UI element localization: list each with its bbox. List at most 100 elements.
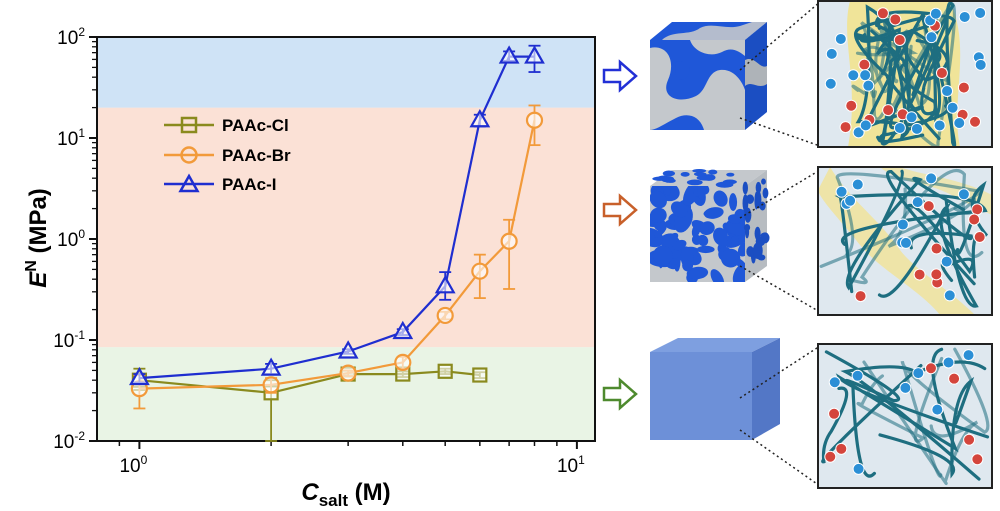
cation-icon [969, 115, 982, 128]
cation-icon [835, 442, 848, 455]
anion-icon [925, 31, 938, 44]
y-axis-title: EN (MPa) [23, 188, 52, 288]
cation-icon [922, 200, 935, 213]
cation-icon [935, 66, 948, 79]
y-tick-label: 10-2 [53, 429, 85, 453]
domain [696, 174, 714, 181]
domain [661, 186, 671, 196]
x-tick-label: 101 [557, 453, 585, 477]
anion-icon [953, 117, 966, 130]
series-layer [129, 44, 545, 442]
cation-icon [876, 7, 889, 20]
anion-icon [905, 111, 918, 124]
anion-icon [974, 6, 987, 19]
domain [752, 242, 763, 260]
anion-icon [835, 185, 848, 198]
x-axis: 100 101 [118, 441, 585, 477]
data-point [469, 108, 491, 128]
data-point [262, 376, 280, 394]
anion-icon [974, 58, 987, 71]
domain [697, 234, 709, 247]
panel-intermediate [818, 167, 992, 315]
domain [713, 190, 728, 207]
anion-icon [824, 77, 837, 90]
polymer-chain [900, 347, 990, 478]
polymer-chain [824, 350, 901, 478]
domain [760, 232, 769, 239]
domain [670, 201, 688, 218]
y-tick-label: 10-1 [53, 328, 85, 352]
anion-icon [941, 85, 954, 98]
polymer-chain [878, 376, 975, 479]
cation-icon [854, 290, 867, 303]
series-paac-br [130, 104, 544, 410]
data-point [498, 45, 520, 64]
cation-icon [973, 231, 986, 244]
arrow-icon-top [602, 59, 638, 93]
series-line [139, 55, 535, 380]
domain [650, 207, 667, 224]
y-tick-label: 100 [57, 227, 85, 251]
domain [762, 187, 769, 199]
cation-icon [828, 407, 841, 420]
anion-icon [946, 101, 959, 114]
data-point [472, 367, 488, 383]
domain [725, 222, 745, 236]
cation-icon [948, 372, 961, 385]
anion-icon [925, 172, 938, 185]
domain [715, 181, 734, 188]
cation-icon [963, 433, 976, 446]
anion-icon [957, 188, 970, 201]
legend-item-paac-i: PAAc-I [164, 173, 276, 194]
domain [696, 245, 715, 254]
legend: PAAc-Cl PAAc-Br PAAc-I [164, 116, 291, 194]
panel-dense [818, 1, 992, 147]
arrow-icon-bottom [602, 377, 638, 411]
cation-icon [971, 203, 984, 216]
data-point [434, 275, 456, 294]
domain [726, 172, 735, 177]
domain [759, 201, 766, 211]
data-point [339, 364, 357, 382]
leader-lines [739, 1, 821, 487]
anion-icon [899, 236, 912, 249]
domain [746, 194, 755, 204]
band-1 [97, 107, 595, 348]
domain [730, 235, 740, 246]
polymer-chain [845, 169, 966, 291]
cube-coarse-phase [650, 22, 767, 130]
anion-icon [931, 403, 944, 416]
domain [650, 190, 667, 209]
panel-dilute [818, 344, 992, 488]
domain [691, 222, 701, 238]
anion-icon [911, 196, 924, 209]
domain [680, 171, 690, 177]
domain [697, 186, 706, 200]
anion-icon [940, 255, 953, 268]
polymer-chain [851, 25, 912, 96]
domain [720, 248, 741, 268]
cation-icon [924, 362, 937, 375]
anion-icon [962, 349, 975, 362]
legend-item-paac-br: PAAc-Br [164, 146, 291, 165]
anion-icon [847, 69, 860, 82]
legend-label-paac-i: PAAc-I [222, 175, 276, 194]
cation-icon [845, 99, 858, 112]
data-point [524, 45, 545, 64]
data-point [500, 232, 518, 250]
legend-item-paac-cl: PAAc-Cl [164, 116, 289, 135]
anion-icon [851, 178, 864, 191]
cation-icon [858, 58, 871, 71]
data-point [392, 320, 414, 340]
domain [703, 207, 718, 217]
domain [742, 181, 748, 195]
cation-icon [893, 33, 906, 46]
y-axis: 10-2 10-1 100 101 102 [53, 25, 97, 453]
anion-icon [851, 369, 864, 382]
anion-icon [943, 289, 956, 302]
anion-icon [893, 121, 906, 134]
domain [693, 172, 707, 177]
data-point [525, 111, 544, 129]
legend-marker-circle [180, 146, 198, 164]
